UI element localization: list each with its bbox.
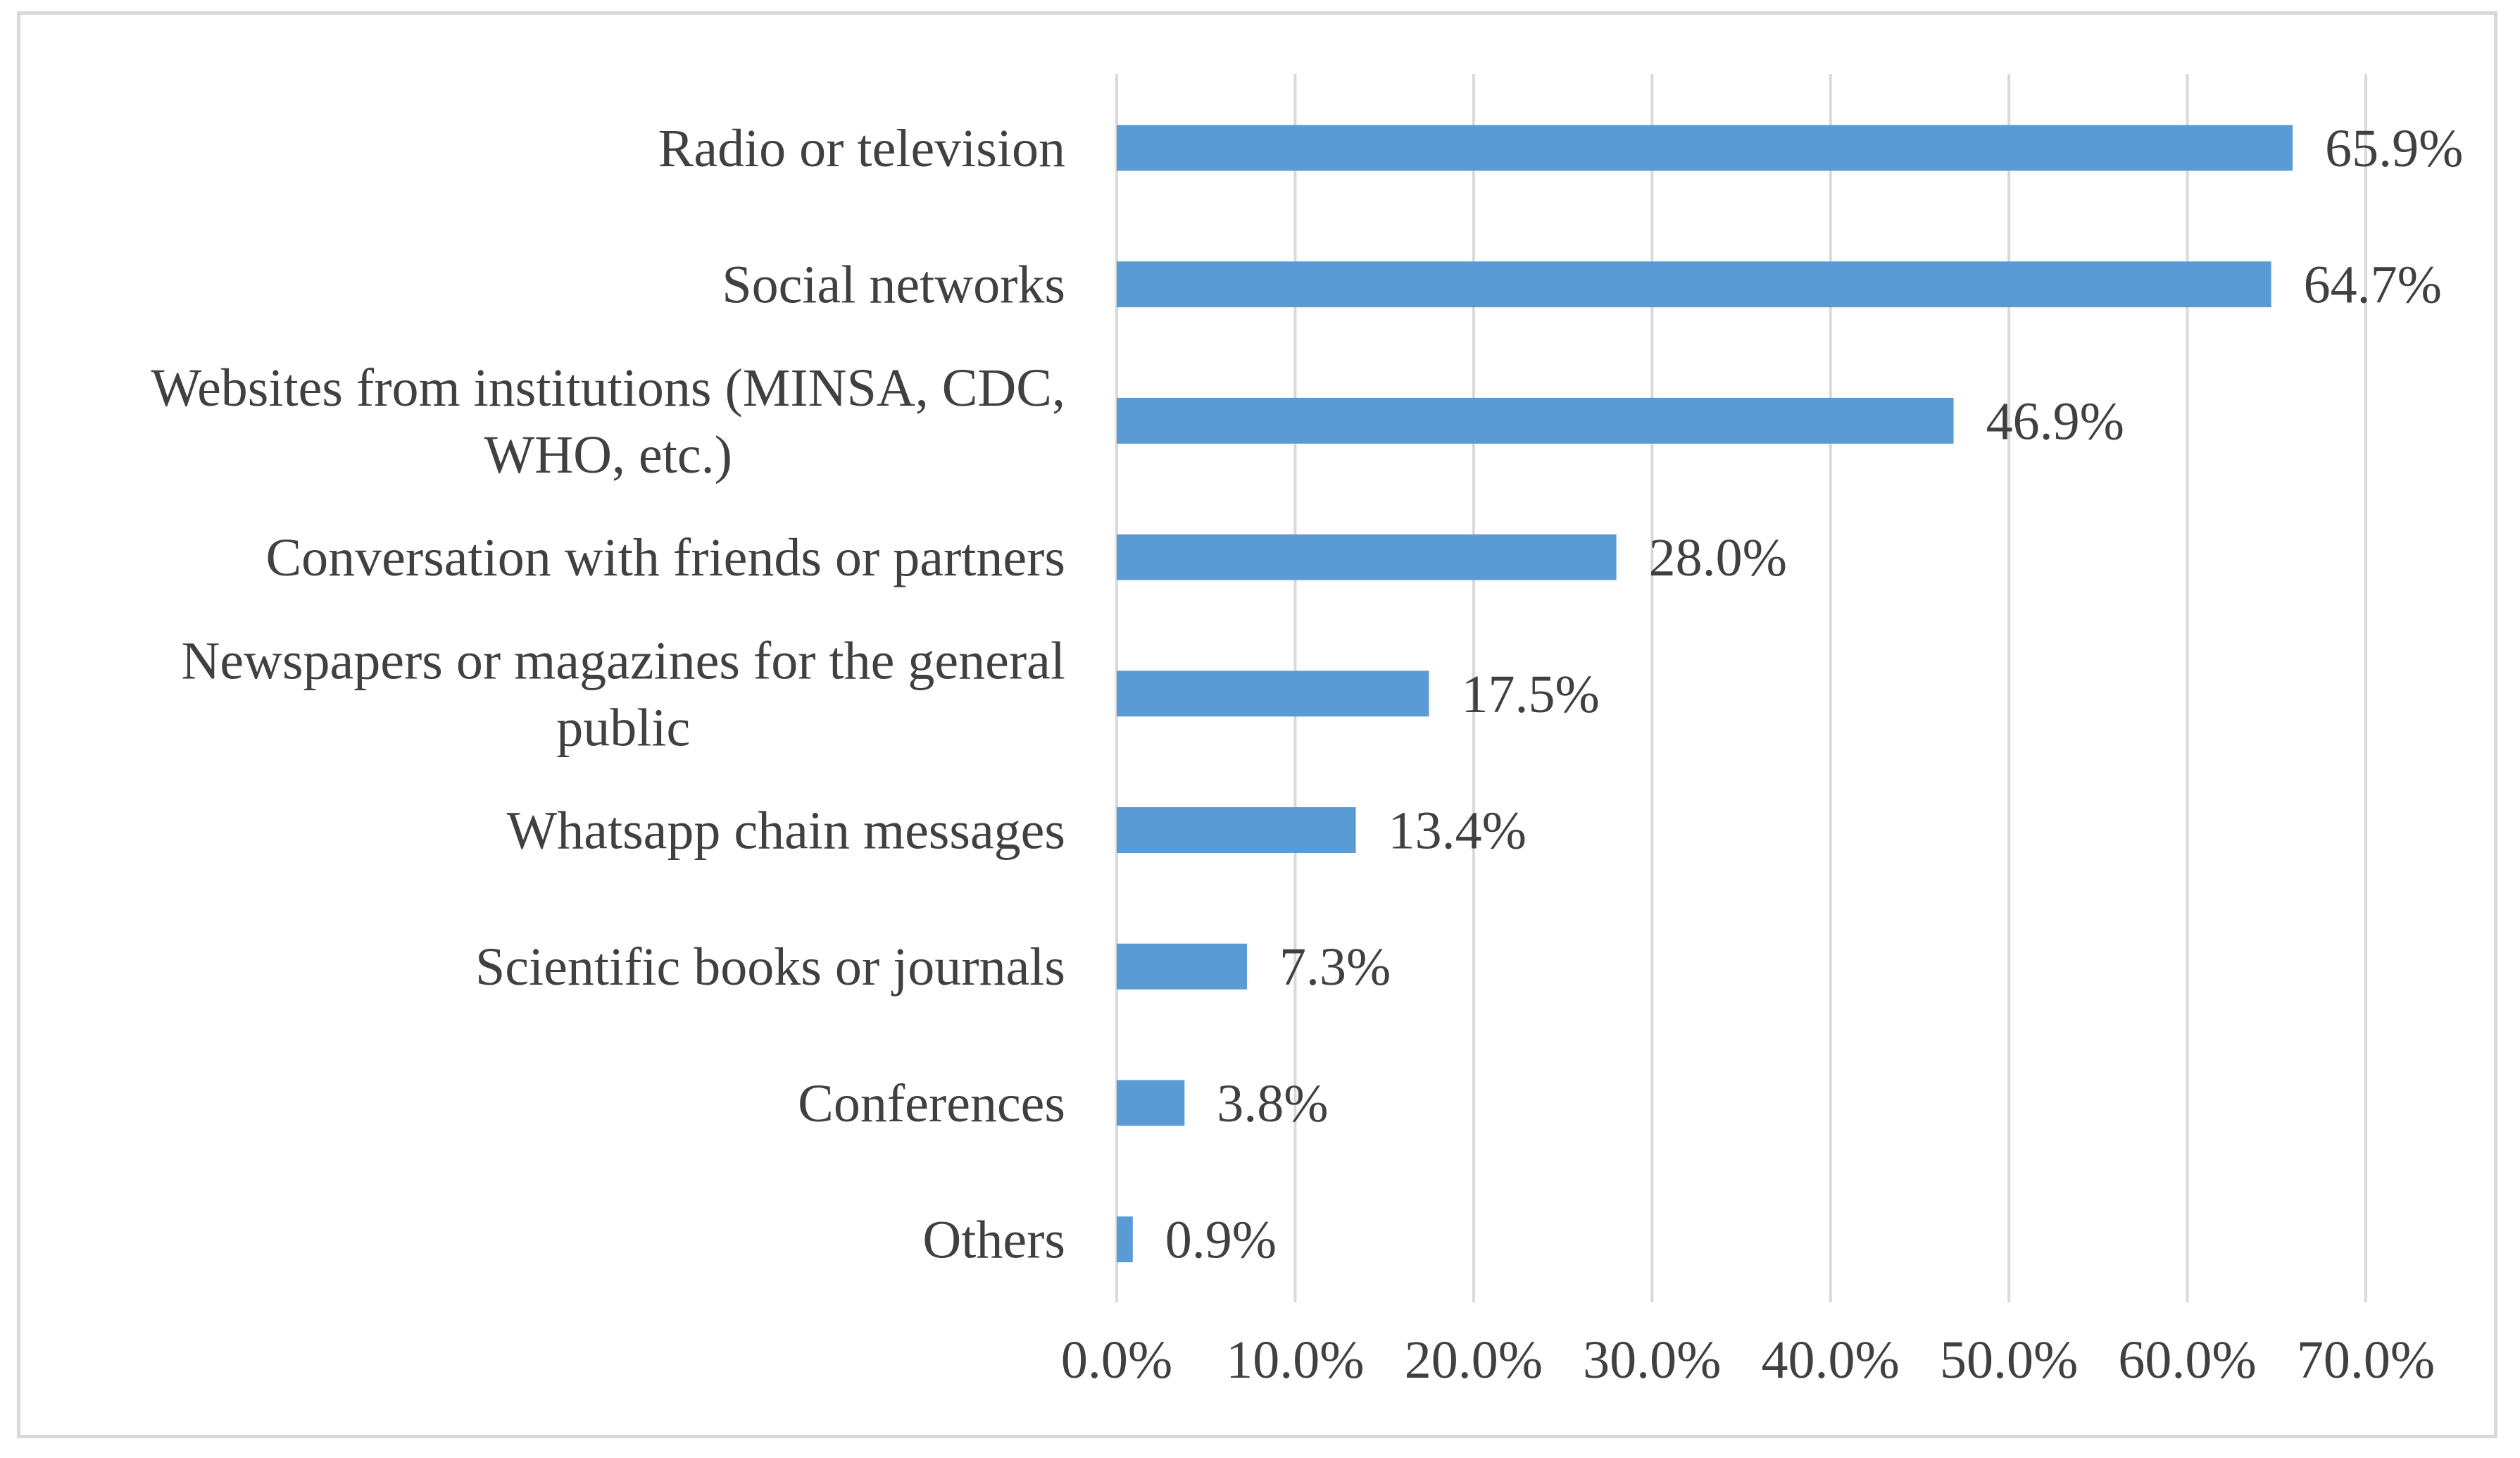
x-axis-tick-labels: 0.0% 10.0% 20.0% 30.0% 40.0% 50.0% 60.0% 70.0%	[1061, 1331, 2435, 1390]
bar	[1117, 1080, 1185, 1126]
data-label: 13.4%	[1388, 802, 1527, 861]
bar	[1117, 1216, 1133, 1263]
bar	[1117, 943, 1248, 990]
category-label: Radio or television	[658, 119, 1065, 178]
x-tick-label: 50.0%	[1940, 1331, 2078, 1390]
x-tick-label: 60.0%	[2118, 1331, 2256, 1390]
category-label: public	[556, 698, 690, 757]
data-label: 46.9%	[1986, 392, 2124, 451]
data-label: 64.7%	[2304, 256, 2442, 315]
bar	[1117, 261, 2271, 308]
category-label: WHO, etc.)	[484, 425, 732, 485]
bars	[1117, 125, 2293, 1263]
category-label: Scientific books or journals	[475, 937, 1065, 997]
bar	[1117, 125, 2293, 171]
category-label: Others	[922, 1211, 1065, 1270]
x-tick-label: 70.0%	[2297, 1331, 2435, 1390]
bar	[1117, 534, 1617, 580]
category-label: Newspapers or magazines for the general	[181, 631, 1065, 690]
chart-frame: Radio or television Social networks Websit…	[17, 11, 2497, 1438]
data-label: 65.9%	[2325, 119, 2463, 178]
category-label: Websites from institutions (MINSA, CDC,	[151, 359, 1065, 418]
data-label: 7.3%	[1279, 937, 1391, 997]
x-tick-label: 20.0%	[1405, 1331, 1543, 1390]
data-label: 0.9%	[1165, 1211, 1277, 1270]
bar-chart: Radio or television Social networks Websit…	[151, 74, 2464, 1390]
bar	[1117, 671, 1429, 717]
x-tick-label: 10.0%	[1226, 1331, 1364, 1390]
category-label: Conferences	[798, 1074, 1065, 1133]
x-tick-label: 30.0%	[1583, 1331, 1721, 1390]
category-label: Whatsapp chain messages	[506, 802, 1065, 861]
value-labels: 65.9% 64.7% 46.9% 28.0% 17.5% 13.4% 7.3% 3.8% 0.…	[1165, 119, 2464, 1270]
category-labels: Radio or television Social networks Websit…	[151, 119, 1065, 1270]
data-label: 3.8%	[1217, 1074, 1328, 1133]
data-label: 17.5%	[1462, 665, 1600, 724]
category-label: Conversation with friends or partners	[265, 528, 1065, 587]
bar	[1117, 397, 1954, 444]
data-label: 28.0%	[1649, 528, 1787, 587]
x-tick-label: 0.0%	[1061, 1331, 1172, 1390]
bar	[1117, 807, 1356, 853]
x-tick-label: 40.0%	[1762, 1331, 1900, 1390]
category-label: Social networks	[722, 256, 1065, 315]
